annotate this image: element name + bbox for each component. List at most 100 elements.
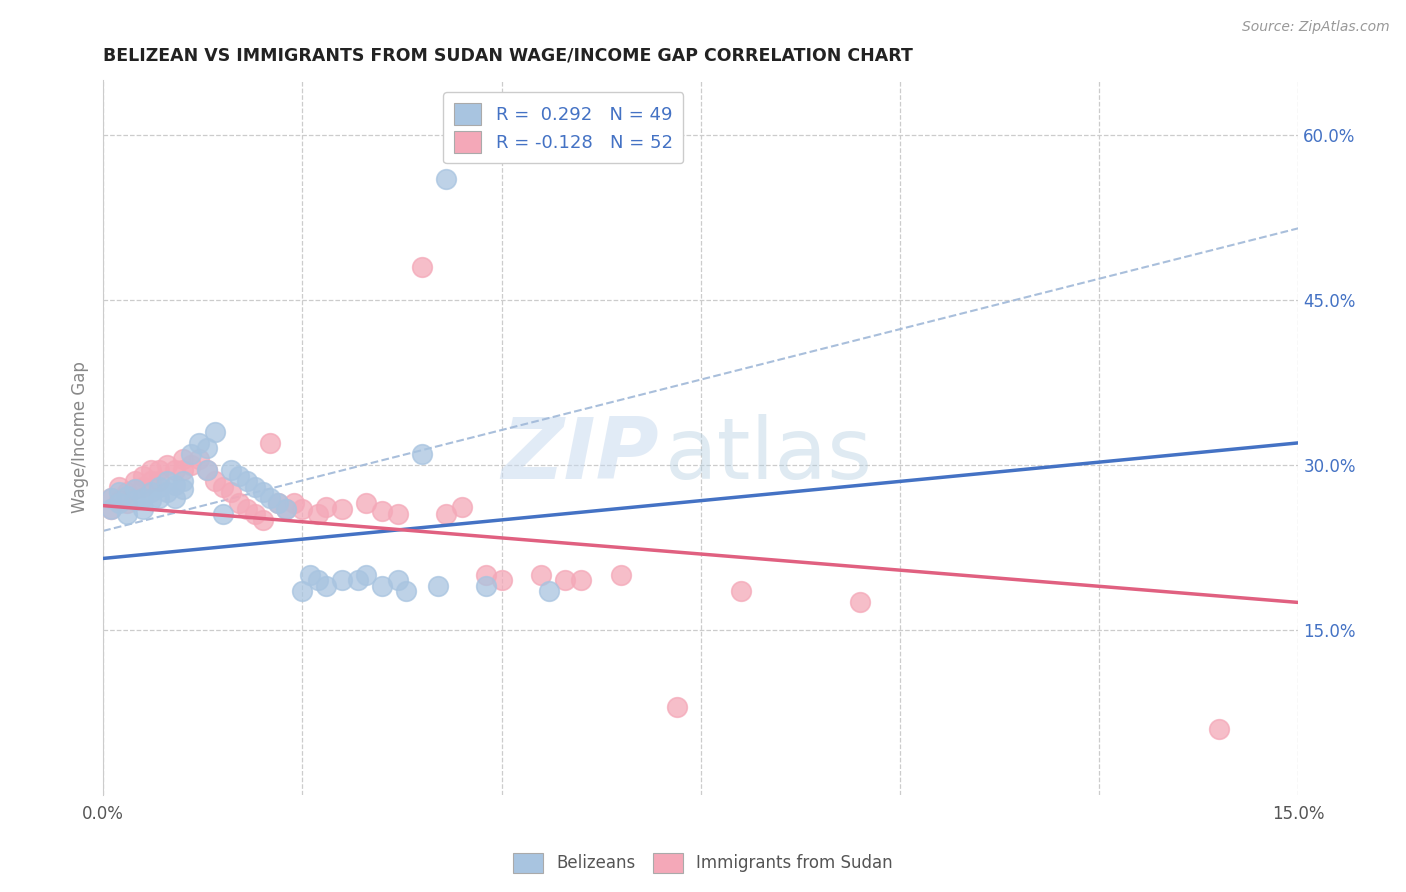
Point (291, 584, 314, 599)
Point (569, 574, 592, 588)
Text: ZIP: ZIP (502, 414, 659, 497)
Point (180, 458, 202, 472)
Point (115, 485, 138, 500)
Point (252, 513, 274, 527)
Text: atlas: atlas (665, 414, 873, 497)
Point (148, 491, 170, 505)
Point (426, 579, 449, 593)
Point (474, 579, 496, 593)
Point (299, 568, 322, 582)
Legend: Belizeans, Immigrants from Sudan: Belizeans, Immigrants from Sudan (506, 847, 900, 880)
Point (219, 463, 242, 477)
Point (434, 508, 457, 522)
Point (474, 568, 496, 582)
Point (228, 496, 250, 510)
Point (204, 475, 226, 489)
Point (267, 496, 290, 510)
Point (163, 477, 186, 491)
Point (163, 491, 186, 505)
Point (610, 568, 633, 582)
Point (124, 482, 146, 496)
Point (291, 502, 314, 516)
Point (139, 493, 162, 508)
Point (163, 463, 186, 477)
Point (235, 502, 257, 516)
Point (387, 508, 409, 522)
Point (267, 496, 290, 510)
Point (115, 489, 138, 503)
Point (156, 485, 179, 500)
Point (172, 475, 194, 489)
Point (330, 574, 353, 588)
Point (148, 480, 170, 494)
Point (849, 595, 872, 609)
Point (283, 496, 305, 510)
Point (554, 574, 576, 588)
Point (538, 584, 561, 599)
Point (665, 700, 688, 714)
Point (411, 447, 433, 461)
Point (195, 463, 218, 477)
Text: Source: ZipAtlas.com: Source: ZipAtlas.com (1241, 20, 1389, 34)
Point (395, 584, 418, 599)
Point (228, 469, 250, 483)
Point (243, 508, 266, 522)
Point (139, 485, 162, 500)
Point (100, 502, 122, 516)
Point (307, 508, 329, 522)
Point (148, 475, 170, 489)
Point (276, 502, 298, 516)
Point (172, 482, 194, 496)
Point (434, 171, 457, 186)
Point (371, 504, 394, 518)
Point (252, 485, 274, 500)
Point (139, 475, 162, 489)
Point (387, 574, 409, 588)
Point (148, 463, 170, 477)
Point (187, 435, 209, 450)
Point (276, 502, 298, 516)
Point (108, 493, 131, 508)
Point (115, 508, 138, 522)
Point (491, 574, 513, 588)
Point (354, 496, 377, 510)
Point (354, 568, 377, 582)
Point (204, 425, 226, 439)
Point (156, 458, 179, 472)
Point (132, 502, 155, 516)
Point (100, 502, 122, 516)
Point (139, 463, 162, 477)
Point (108, 496, 131, 510)
Point (219, 485, 242, 500)
Point (124, 475, 146, 489)
Point (411, 260, 433, 274)
Point (100, 491, 122, 505)
Point (259, 435, 281, 450)
Legend: R =  0.292   N = 49, R = -0.128   N = 52: R = 0.292 N = 49, R = -0.128 N = 52 (443, 92, 683, 163)
Point (180, 447, 202, 461)
Point (115, 496, 138, 510)
Point (195, 463, 218, 477)
Point (235, 475, 257, 489)
Point (530, 568, 553, 582)
Text: BELIZEAN VS IMMIGRANTS FROM SUDAN WAGE/INCOME GAP CORRELATION CHART: BELIZEAN VS IMMIGRANTS FROM SUDAN WAGE/I… (103, 46, 912, 64)
Point (156, 475, 179, 489)
Point (211, 508, 233, 522)
Point (347, 574, 370, 588)
Point (259, 491, 281, 505)
Point (108, 485, 131, 500)
Point (132, 480, 155, 494)
Point (195, 442, 218, 456)
Point (172, 463, 194, 477)
Point (187, 452, 209, 467)
Point (172, 452, 194, 467)
Point (243, 480, 266, 494)
Point (100, 491, 122, 505)
Point (211, 480, 233, 494)
Point (371, 579, 394, 593)
Point (315, 579, 337, 593)
Point (132, 469, 155, 483)
Point (315, 500, 337, 514)
Point (108, 480, 131, 494)
Y-axis label: Wage/Income Gap: Wage/Income Gap (72, 361, 89, 513)
